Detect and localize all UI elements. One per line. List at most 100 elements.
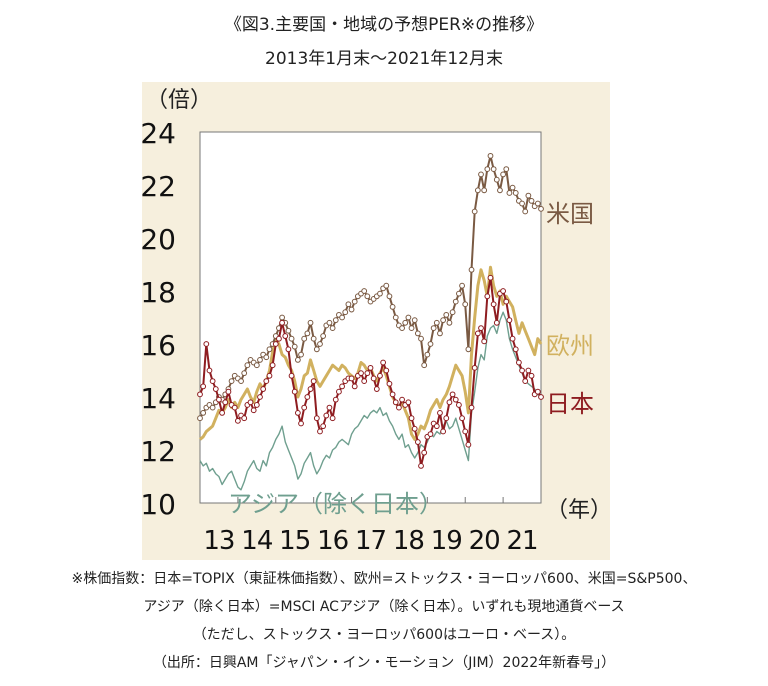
x-tick-label: 16 [317, 526, 348, 556]
data-point-us [421, 362, 428, 369]
data-point-japan [247, 399, 254, 406]
data-point-us [462, 301, 469, 308]
data-point-japan [525, 367, 532, 374]
data-point-us [452, 298, 459, 305]
data-point-japan [456, 402, 462, 408]
data-point-us [332, 317, 339, 324]
data-point-japan [288, 372, 295, 379]
data-point-japan [512, 346, 519, 353]
series-lines [197, 152, 544, 491]
data-point-japan [269, 362, 276, 369]
data-point-us [320, 333, 327, 339]
data-point-us [411, 317, 418, 324]
series-label-us: 米国 [546, 200, 594, 228]
data-point-japan [348, 375, 355, 382]
data-point-us [405, 314, 412, 321]
data-point-japan [241, 415, 248, 422]
data-point-japan [392, 399, 399, 406]
data-point-japan [351, 383, 358, 390]
data-point-japan [396, 404, 402, 411]
footnote-line-1: ※株価指数：日本=TOPIX（東証株価指数）、欧州=ストックス・ヨーロッパ600… [71, 571, 697, 587]
data-point-us [484, 166, 491, 173]
series-label-japan: 日本 [546, 390, 594, 418]
data-point-japan [317, 428, 323, 435]
data-point-us [440, 317, 447, 324]
data-point-us [301, 335, 308, 342]
x-tick-label: 20 [469, 526, 500, 556]
data-point-us [418, 335, 424, 342]
data-point-us [500, 171, 507, 178]
data-point-japan [206, 367, 213, 374]
data-point-us [263, 354, 270, 361]
data-point-japan [471, 364, 478, 371]
data-point-japan [484, 293, 491, 300]
data-point-japan [250, 407, 257, 414]
data-point-us [298, 351, 304, 358]
data-point-japan [209, 378, 216, 385]
x-tick-label: 21 [507, 526, 538, 556]
series-label-europe: 欧州 [546, 332, 594, 360]
data-point-japan [307, 386, 314, 392]
data-point-japan [373, 386, 380, 392]
x-tick-label: 19 [431, 526, 462, 556]
data-point-us [433, 319, 440, 326]
x-axis-unit-label: （年） [546, 498, 612, 523]
data-point-us [386, 293, 393, 300]
data-point-us [443, 311, 450, 318]
footnote-source: （出所：日興AM「ジャパン・イン・モーション（JIM）2022年新春号」） [152, 655, 616, 671]
data-point-japan [427, 431, 434, 438]
data-point-us [317, 341, 323, 347]
data-point-us [288, 335, 295, 342]
data-point-japan [329, 415, 336, 422]
data-point-japan [263, 378, 270, 385]
x-axis-ticks: 13 14 15 16 17 18 19 20 21 [199, 497, 539, 556]
data-point-japan [383, 367, 390, 374]
data-point-us [474, 187, 481, 194]
data-point-japan [279, 319, 285, 326]
data-point-us [446, 319, 453, 326]
data-point-us [361, 288, 368, 294]
data-point-japan [509, 335, 516, 342]
y-tick-label: 16 [140, 329, 176, 362]
data-point-us [348, 306, 355, 313]
data-point-us [241, 370, 248, 377]
data-point-us [512, 190, 519, 196]
y-tick-label: 18 [140, 276, 176, 309]
data-point-us [506, 190, 513, 196]
series-line-asia [199, 311, 542, 491]
data-point-japan [234, 417, 241, 424]
data-point-japan [304, 394, 311, 400]
data-point-japan [414, 439, 421, 445]
data-point-japan [389, 391, 396, 398]
data-point-japan [462, 428, 469, 435]
data-point-us [408, 325, 415, 332]
data-point-japan [490, 301, 497, 308]
data-point-japan [411, 425, 418, 432]
chart-title: 《図3.主要国・地域の予想PER※の推移》 [224, 15, 544, 35]
data-point-us [424, 351, 431, 358]
data-point-us [497, 187, 503, 194]
data-point-japan [257, 394, 263, 400]
y-tick-label: 20 [140, 223, 176, 256]
data-point-us [238, 378, 244, 385]
data-point-japan [443, 415, 450, 422]
data-point-us [313, 346, 320, 353]
data-point-us [364, 293, 371, 300]
data-point-us [294, 357, 301, 363]
data-point-japan [538, 394, 544, 400]
data-point-japan [506, 317, 513, 324]
data-point-japan [465, 441, 472, 448]
data-point-us [519, 200, 525, 207]
data-point-us [437, 330, 443, 337]
data-point-us [509, 184, 516, 191]
data-point-us [478, 171, 484, 178]
data-point-us [389, 304, 396, 310]
data-point-us [197, 415, 203, 422]
data-point-japan [519, 367, 525, 374]
series-label-asia: アジア（除く日本） [228, 490, 443, 518]
data-point-us [427, 341, 434, 347]
data-point-japan [301, 404, 308, 411]
x-tick-label: 14 [241, 526, 273, 556]
data-point-japan [294, 410, 301, 416]
data-point-japan [503, 298, 510, 305]
